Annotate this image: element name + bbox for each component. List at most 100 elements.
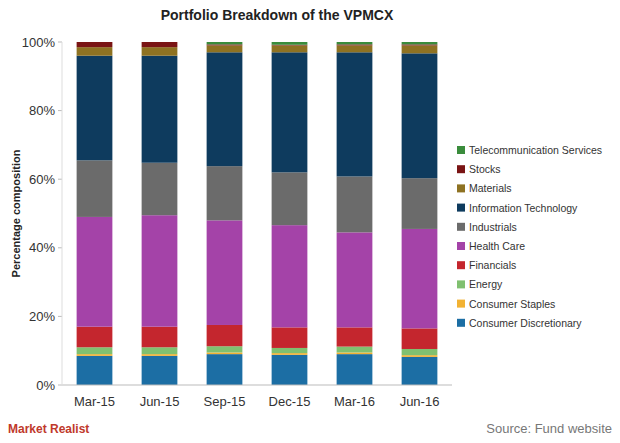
legend-label: Health Care — [469, 240, 525, 252]
legend-label: Materials — [469, 182, 512, 194]
legend-label: Information Technology — [469, 202, 578, 214]
bar-segment — [142, 56, 178, 163]
bar-segment — [272, 45, 308, 52]
bar-segment — [337, 347, 373, 353]
x-axis — [62, 385, 452, 386]
bar-segment — [77, 56, 113, 161]
bar-segment — [142, 215, 178, 326]
bar-segment — [272, 52, 308, 172]
bar-segment — [402, 355, 438, 357]
y-tick-label: 20% — [29, 309, 55, 324]
x-tick-label: Jun-15 — [140, 394, 180, 409]
y-tick-label: 80% — [29, 103, 55, 118]
bar-segment — [77, 354, 113, 356]
bar-segment — [207, 44, 243, 45]
legend-swatch — [457, 184, 465, 192]
legend-swatch — [457, 280, 465, 288]
bars — [77, 42, 438, 385]
x-tick-label: Mar-16 — [334, 394, 375, 409]
bar-segment — [402, 357, 438, 385]
bar-segment — [402, 349, 438, 355]
legend-label: Stocks — [469, 163, 501, 175]
bar-segment — [142, 42, 178, 47]
bar-segment — [272, 355, 308, 385]
legend-swatch — [457, 146, 465, 154]
source: Source: Fund website — [486, 421, 612, 436]
legend-swatch — [457, 165, 465, 173]
chart: Portfolio Breakdown of the VPMCX Percenta… — [0, 0, 620, 443]
bar-segment — [207, 166, 243, 220]
bar-segment — [272, 172, 308, 225]
bar-segment — [207, 42, 243, 44]
bar-segment — [207, 354, 243, 385]
bar-segment — [402, 178, 438, 229]
bar-segment — [337, 176, 373, 232]
bar-segment — [142, 354, 178, 356]
bar-segment — [142, 356, 178, 385]
bar-segment — [337, 327, 373, 346]
bar-segment — [337, 52, 373, 176]
bar-segment — [77, 160, 113, 217]
x-tick-label: Dec-15 — [269, 394, 311, 409]
bar-segment — [402, 45, 438, 53]
bar-segment — [77, 356, 113, 385]
bar-segment — [402, 42, 438, 44]
legend-swatch — [457, 204, 465, 212]
bar-segment — [207, 220, 243, 325]
y-tick — [58, 247, 62, 248]
legend-swatch — [457, 319, 465, 327]
bar-segment — [77, 47, 113, 56]
bar-segment — [77, 42, 113, 47]
bar-segment — [77, 327, 113, 348]
bar-segment — [207, 325, 243, 346]
bar-segment — [337, 354, 373, 385]
bar-segment — [77, 217, 113, 327]
bar-segment — [272, 327, 308, 348]
bar-segment — [337, 232, 373, 327]
legend-label: Industrials — [469, 221, 517, 233]
legend-swatch — [457, 242, 465, 250]
bar-segment — [272, 353, 308, 355]
legend-swatch — [457, 223, 465, 231]
bar-segment — [337, 44, 373, 45]
bar-segment — [402, 53, 438, 178]
legend-label: Consumer Staples — [469, 298, 555, 310]
y-tick — [58, 316, 62, 317]
y-axis — [62, 42, 63, 385]
bar-segment — [142, 327, 178, 348]
y-tick — [58, 385, 62, 386]
y-tick-label: 100% — [22, 35, 56, 50]
bar-segment — [207, 52, 243, 166]
y-axis-label: Percentage composition — [10, 149, 22, 277]
bar-segment — [207, 45, 243, 52]
bar-segment — [337, 352, 373, 354]
legend-label: Financials — [469, 259, 516, 271]
bar-segment — [142, 47, 178, 56]
bar-segment — [142, 42, 178, 43]
y-tick-label: 0% — [36, 378, 55, 393]
y-tick-label: 40% — [29, 240, 55, 255]
bar-segment — [142, 347, 178, 354]
bar-segment — [77, 347, 113, 354]
bar-segment — [142, 163, 178, 215]
legend-swatch — [457, 300, 465, 308]
x-tick-label: Sep-15 — [204, 394, 246, 409]
y-tick — [58, 110, 62, 111]
bar-segment — [402, 44, 438, 45]
y-tick — [58, 179, 62, 180]
x-tick-label: Jun-16 — [400, 394, 440, 409]
legend-label: Telecommunication Services — [469, 144, 602, 156]
bar-segment — [272, 42, 308, 45]
bar-segment — [337, 45, 373, 52]
legend-swatch — [457, 261, 465, 269]
bar-segment — [77, 42, 113, 43]
x-tick-label: Mar-15 — [74, 394, 115, 409]
y-tick — [58, 42, 62, 43]
title: Portfolio Breakdown of the VPMCX — [161, 7, 394, 23]
brand: Market Realist — [8, 422, 89, 436]
bar-segment — [402, 328, 438, 349]
bar-segment — [272, 348, 308, 353]
legend-label: Energy — [469, 278, 503, 290]
y-tick-label: 60% — [29, 172, 55, 187]
bar-segment — [207, 352, 243, 354]
